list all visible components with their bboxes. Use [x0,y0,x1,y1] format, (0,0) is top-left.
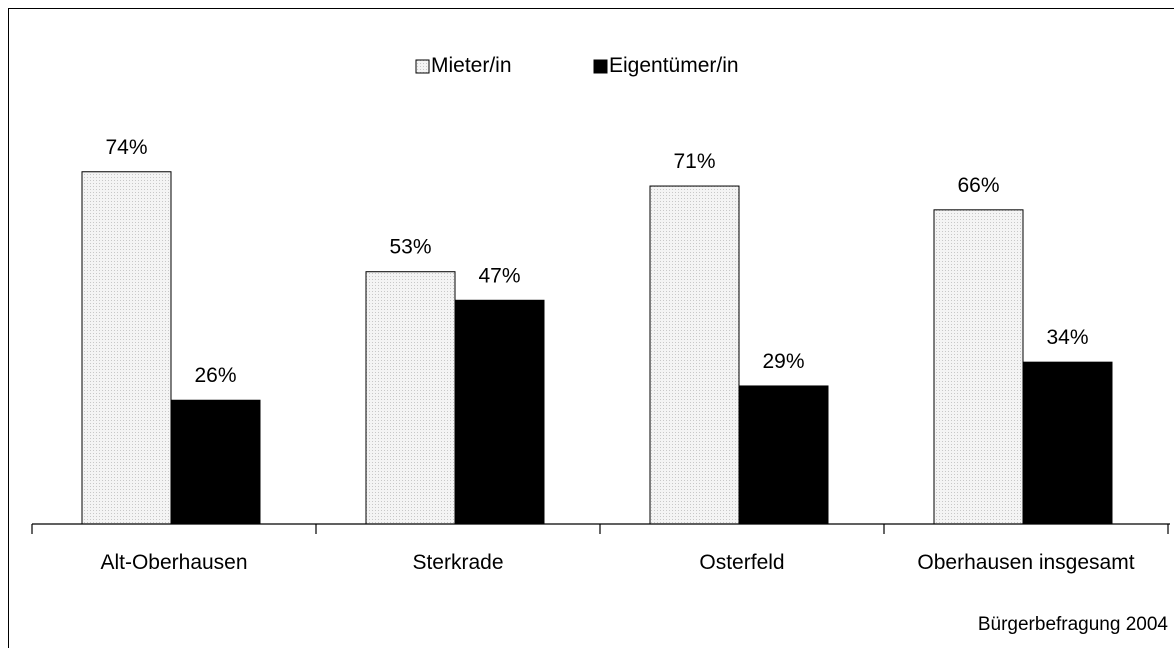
value-label-eigentuemer-2: 29% [762,350,804,373]
value-labels-group: 74% 26% 53% 47% 71% 29% 66% 34% [105,136,1088,387]
value-label-mieter-1: 53% [389,236,431,259]
category-label-3: Oberhausen insgesamt [917,551,1134,574]
bar-eigentuemer-0 [170,399,261,525]
bar-eigentuemer-1 [454,299,545,525]
legend-label-mieter: Mieter/in [431,54,512,77]
value-label-eigentuemer-3: 34% [1046,326,1088,349]
legend: Mieter/in Eigentümer/in [415,54,739,77]
legend-swatch-mieter [415,59,430,74]
value-label-eigentuemer-1: 47% [478,264,520,287]
legend-label-eigentuemer: Eigentümer/in [609,54,739,77]
source-note: Bürgerbefragung 2004 [978,614,1169,635]
bar-eigentuemer-3 [1022,361,1113,525]
category-label-2: Osterfeld [699,551,784,574]
bar-mieter-3 [933,209,1024,525]
bars-group [81,171,1113,525]
value-label-eigentuemer-0: 26% [194,364,236,387]
bar-mieter-1 [365,271,456,525]
bar-mieter-0 [81,171,172,525]
value-label-mieter-0: 74% [105,136,147,159]
category-label-1: Sterkrade [412,551,503,574]
legend-swatch-eigentuemer [593,59,608,74]
value-label-mieter-2: 71% [673,150,715,173]
category-label-0: Alt-Oberhausen [100,551,247,574]
value-label-mieter-3: 66% [957,174,999,197]
bar-mieter-2 [649,185,740,525]
x-axis-labels: Alt-Oberhausen Sterkrade Osterfeld Oberhaus… [100,551,1134,574]
x-axis-ticks [31,524,1169,534]
bar-eigentuemer-2 [738,385,829,525]
